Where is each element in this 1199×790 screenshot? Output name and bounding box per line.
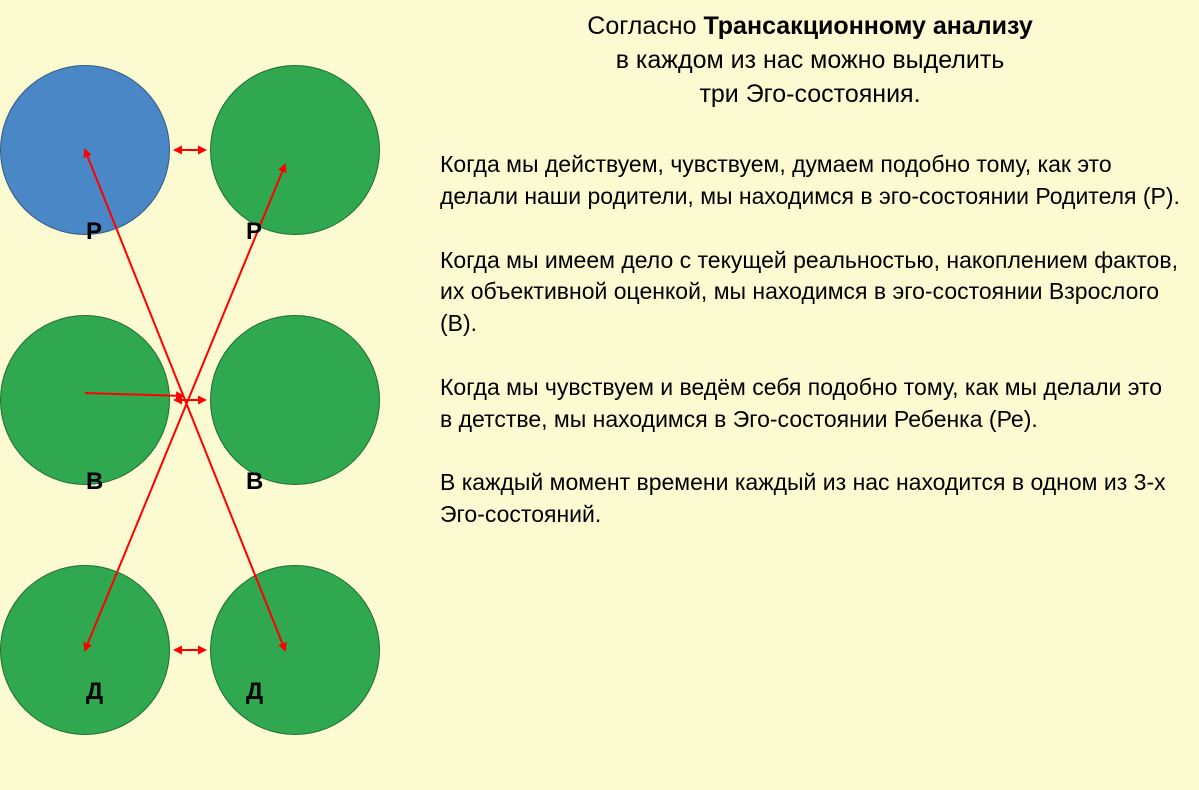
ego-circle-V_R xyxy=(210,315,380,485)
text-content: Согласно Трансакционному анализу в каждо… xyxy=(440,10,1180,563)
ego-circle-D_L xyxy=(0,565,170,735)
ego-states-diagram: Р Р В В Д Д xyxy=(0,0,420,790)
heading-prefix: Согласно xyxy=(587,12,703,40)
heading-bold: Трансакционному анализу xyxy=(703,12,1032,40)
ego-label-D_R: Д xyxy=(246,678,263,706)
heading-line3: три Эго-состояния. xyxy=(699,80,920,108)
paragraph-child: Когда мы чувствуем и ведём себя подобно … xyxy=(440,372,1180,435)
ego-label-P_R: Р xyxy=(246,218,262,246)
ego-label-V_R: В xyxy=(246,468,263,496)
ego-label-P_L: Р xyxy=(86,218,102,246)
ego-circle-V_L xyxy=(0,315,170,485)
paragraph-summary: В каждый момент времени каждый из нас на… xyxy=(440,467,1180,530)
heading: Согласно Трансакционному анализу в каждо… xyxy=(440,10,1180,111)
ego-circle-P_L xyxy=(0,65,170,235)
ego-label-D_L: Д xyxy=(86,678,103,706)
paragraph-parent: Когда мы действуем, чувствуем, думаем по… xyxy=(440,149,1180,212)
heading-line2: в каждом из нас можно выделить xyxy=(616,46,1005,74)
ego-label-V_L: В xyxy=(86,468,103,496)
ego-circle-D_R xyxy=(210,565,380,735)
paragraph-adult: Когда мы имеем дело с текущей реальность… xyxy=(440,245,1180,340)
ego-circle-P_R xyxy=(210,65,380,235)
